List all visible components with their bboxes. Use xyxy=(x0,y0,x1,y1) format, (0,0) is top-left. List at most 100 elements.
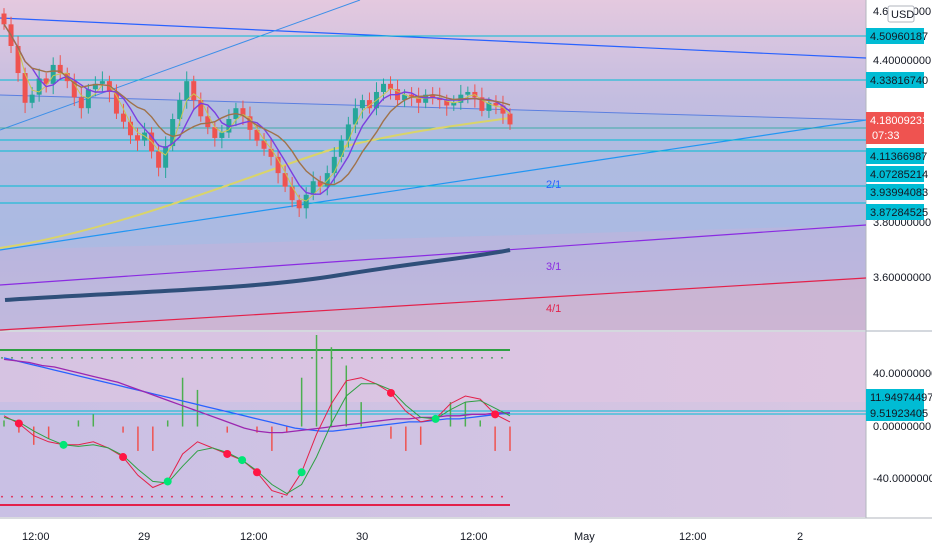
lower-band-dot xyxy=(221,495,223,498)
lower-band-dot xyxy=(121,495,123,498)
candle-body xyxy=(22,73,28,103)
fan-line-2-1[interactable] xyxy=(0,119,867,251)
ind-tag-bg-1 xyxy=(866,389,924,405)
cross-marker xyxy=(238,456,247,465)
candle-body xyxy=(1,13,7,25)
upper-band-dot xyxy=(421,356,423,359)
lower-band-dot xyxy=(191,495,193,498)
candle-body xyxy=(120,113,126,122)
candle-body xyxy=(289,186,295,201)
lower-band-dot xyxy=(151,495,153,498)
candle-body xyxy=(430,94,436,98)
candle-body xyxy=(282,173,288,187)
candle-body xyxy=(331,156,337,174)
upper-band-dot xyxy=(451,356,453,359)
last-price-tag-bg xyxy=(866,112,924,144)
price-tag-3: 4.11366987 xyxy=(870,151,927,163)
indicator-series[interactable] xyxy=(1,335,511,498)
lower-band-dot xyxy=(171,495,173,498)
fan-label-4-1: 4/1 xyxy=(546,303,561,315)
upper-band-dot xyxy=(21,356,23,359)
lower-band-dot xyxy=(131,495,133,498)
x-tick-1: 12:00 xyxy=(22,531,50,543)
lower-band-dot xyxy=(431,495,433,498)
upper-band-dot xyxy=(271,356,273,359)
upper-band-dot xyxy=(401,356,403,359)
candle-body xyxy=(212,127,218,138)
upper-band-dot xyxy=(11,356,13,359)
upper-band-dot xyxy=(211,356,213,359)
x-tick-7: 12:00 xyxy=(679,531,707,543)
fan-line-4-1[interactable] xyxy=(0,277,867,331)
lower-band-dot xyxy=(361,495,363,498)
upper-band-dot xyxy=(231,356,233,359)
lower-band-dot xyxy=(381,495,383,498)
currency-label: USD xyxy=(891,9,914,21)
lower-band-dot xyxy=(451,495,453,498)
ind-tag-2: 9.51923405 xyxy=(870,408,928,420)
trend-line-upper[interactable] xyxy=(0,17,867,59)
upper-band-dot xyxy=(181,356,183,359)
x-tick-4: 30 xyxy=(356,531,368,543)
y-tick-4-40: 4.40000000 xyxy=(873,55,931,67)
upper-band-dot xyxy=(171,356,173,359)
upper-band-dot xyxy=(81,356,83,359)
candle-body xyxy=(486,102,492,111)
x-tick-8: 2 xyxy=(797,531,803,543)
lower-band-dot xyxy=(91,495,93,498)
lower-band-dot xyxy=(251,495,253,498)
upper-band-dot xyxy=(131,356,133,359)
ma-yellow-line[interactable] xyxy=(0,117,511,249)
upper-band-dot xyxy=(471,356,473,359)
x-tick-6: May xyxy=(574,531,595,543)
fan-line-steep[interactable] xyxy=(0,0,361,131)
candle-body xyxy=(57,64,63,74)
lower-band-dot xyxy=(201,495,203,498)
lower-band-dot xyxy=(311,495,313,498)
upper-band-dot xyxy=(121,356,123,359)
lower-band-dot xyxy=(501,495,503,498)
candle-body xyxy=(479,97,485,111)
ma-medium-line xyxy=(3,23,511,195)
cross-marker xyxy=(119,453,128,462)
fan-line-3-1[interactable] xyxy=(0,224,867,286)
candle-body xyxy=(15,45,21,74)
lower-band-dot xyxy=(231,495,233,498)
upper-band-dot xyxy=(431,356,433,359)
currency-badge[interactable] xyxy=(887,5,915,23)
candle-body xyxy=(177,100,183,120)
price-tag-bg-2 xyxy=(866,72,924,88)
upper-band-dot xyxy=(361,356,363,359)
upper-band-dot xyxy=(491,356,493,359)
candle-body xyxy=(254,129,260,141)
upper-band-dot xyxy=(311,356,313,359)
lower-band-dot xyxy=(41,495,43,498)
upper-band-dot xyxy=(161,356,163,359)
last-price-tag: 4.18009231 xyxy=(870,115,928,127)
fan-line-upper[interactable] xyxy=(0,94,867,121)
candle-body xyxy=(191,81,197,101)
lower-band-dot xyxy=(321,495,323,498)
candle-body xyxy=(465,91,471,95)
upper-band-dot xyxy=(101,356,103,359)
upper-band-dot xyxy=(91,356,93,359)
cross-marker xyxy=(386,388,395,397)
ind-tag-1: 11.94974497 xyxy=(870,392,932,404)
upper-band-dot xyxy=(371,356,373,359)
upper-band-dot xyxy=(241,356,243,359)
x-tick-3: 12:00 xyxy=(240,531,268,543)
candle-body xyxy=(205,116,211,128)
candle-body xyxy=(275,156,281,174)
candle-body xyxy=(163,146,169,168)
lower-band-dot xyxy=(391,495,393,498)
candle-body xyxy=(247,116,253,130)
lower-band-dot xyxy=(351,495,353,498)
candle-body xyxy=(352,108,358,125)
ma-200-line[interactable] xyxy=(4,248,511,302)
cross-marker xyxy=(491,410,500,419)
upper-band-dot xyxy=(341,356,343,359)
candle-body xyxy=(43,78,49,84)
candle-body xyxy=(113,91,119,114)
